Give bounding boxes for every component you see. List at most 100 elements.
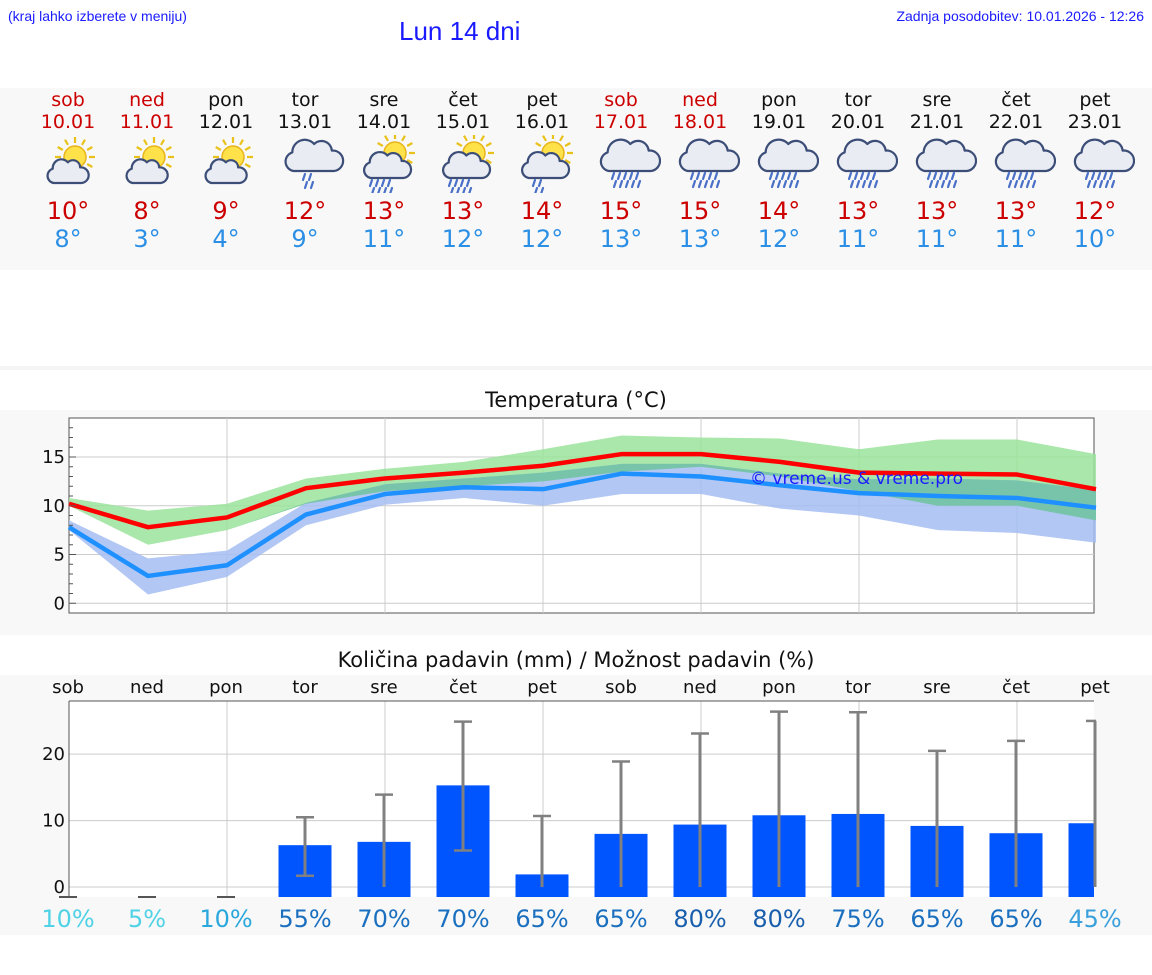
day-date: 15.01 (435, 111, 491, 133)
day-label: čet (449, 677, 477, 698)
rain-drop (467, 186, 472, 196)
cloud-outline (45, 158, 90, 185)
rain-drop (865, 171, 870, 181)
rain-drop (950, 171, 955, 181)
rain-drops (447, 178, 472, 196)
day-date: 23.01 (1067, 111, 1123, 133)
rain-drop (1096, 171, 1101, 181)
cloud-rain-icon (678, 138, 740, 189)
y-tick-label: 15 (42, 447, 65, 468)
sun-ray (142, 139, 148, 146)
day-label: sob (605, 677, 637, 698)
day-column: ned 11.01 8° 3° (108, 89, 187, 253)
cloud-shape (124, 158, 169, 185)
day-name: sre (369, 89, 399, 111)
rain-drop (539, 186, 544, 196)
cloud-outline (599, 138, 661, 173)
probability-label: 10% (41, 905, 94, 933)
probability-label: 65% (910, 905, 963, 933)
max-temp: 8° (133, 197, 161, 225)
min-temp: 11° (836, 225, 880, 253)
y-tick-label: 5 (54, 545, 65, 566)
rain-drop (859, 171, 864, 181)
rain-drop (628, 171, 633, 181)
rain-drop (1019, 179, 1024, 189)
day-column: pet 16.01 14° 12° (503, 89, 582, 253)
day-name: pet (1079, 89, 1111, 111)
sun-cloud-rain-icon (362, 133, 415, 196)
day-date: 21.01 (909, 111, 965, 133)
day-name: ned (129, 89, 165, 111)
max-temp-line (68, 451, 1097, 530)
rain-drop (940, 179, 945, 189)
cloud-shape (45, 158, 90, 185)
probability-label: 55% (278, 905, 331, 933)
rain-drop (610, 171, 615, 181)
max-temp: 13° (441, 197, 485, 225)
rain-drops (847, 171, 878, 189)
watermark: © vreme.us & vreme.pro (750, 469, 963, 489)
day-label: sre (923, 677, 950, 698)
forecast-days: sob 10.01 10° 8° ned 11.01 8° 3° pon 12.01 9° 4° tor… (0, 88, 1152, 258)
day-column: pon 19.01 14° 12° (740, 89, 819, 253)
rain-drop (388, 186, 393, 196)
min-temp: 11° (362, 225, 406, 253)
cloud-outline (836, 138, 898, 173)
precipitation-bar (1068, 823, 1094, 897)
day-date: 22.01 (988, 111, 1044, 133)
rain-drop (691, 179, 696, 189)
y-tick-label: 0 (54, 877, 65, 898)
rain-drop (1031, 179, 1036, 189)
overlap-band (69, 463, 1096, 545)
y-tick-label: 20 (42, 744, 65, 765)
cloud-outline (520, 151, 570, 180)
sun-cloud-icon (45, 137, 95, 185)
rain-drop (1005, 171, 1010, 181)
cloud-light-rain-icon (283, 138, 344, 190)
sun-ray (244, 163, 251, 168)
day-column: sob 10.01 10° 8° (29, 89, 108, 253)
sun-ray (135, 146, 142, 151)
sun-ray (485, 159, 492, 164)
day-column: tor 20.01 13° 11° (819, 89, 898, 253)
rain-drop (1104, 179, 1109, 189)
day-date: 11.01 (119, 111, 175, 133)
sun-ray (485, 142, 492, 147)
rain-drop (782, 179, 787, 189)
sun-ray (86, 163, 93, 168)
icon-group (362, 133, 415, 196)
cloud-shape (1073, 138, 1135, 173)
rain-drop (1102, 171, 1107, 181)
sun-ray (558, 135, 564, 142)
rain-drop (459, 178, 464, 188)
rain-drop (1013, 179, 1018, 189)
cloud-outline (994, 138, 1056, 173)
max-temp: 13° (836, 197, 880, 225)
sun-ray (80, 139, 86, 146)
min-range-band (69, 463, 1096, 595)
rain-drop (307, 172, 312, 182)
rain-drop (1090, 171, 1095, 181)
rain-drop (301, 172, 306, 182)
rain-drops (689, 171, 720, 189)
day-name: pon (761, 89, 797, 111)
day-label: sre (370, 677, 397, 698)
rain-drop (531, 178, 536, 188)
rain-drop (380, 178, 385, 188)
rain-drop (768, 171, 773, 181)
min-temp: 10° (1073, 225, 1117, 253)
day-name: pon (208, 89, 244, 111)
cloud-outline (757, 138, 819, 173)
day-column: čet 15.01 13° 12° (424, 89, 503, 253)
rain-drop (873, 179, 878, 189)
sun-cloud-light-rain-icon (520, 133, 573, 196)
page-title: Lun 14 dni (399, 16, 521, 46)
rain-drop (871, 171, 876, 181)
cloud-shape (520, 151, 570, 180)
max-temp: 12° (283, 197, 327, 225)
rain-drop (952, 179, 957, 189)
rain-drop (1025, 179, 1030, 189)
rain-drop (794, 179, 799, 189)
rain-drop (853, 171, 858, 181)
temperature-chart: 0 5 10 15 © vreme.us & vreme.pro (42, 417, 1097, 614)
